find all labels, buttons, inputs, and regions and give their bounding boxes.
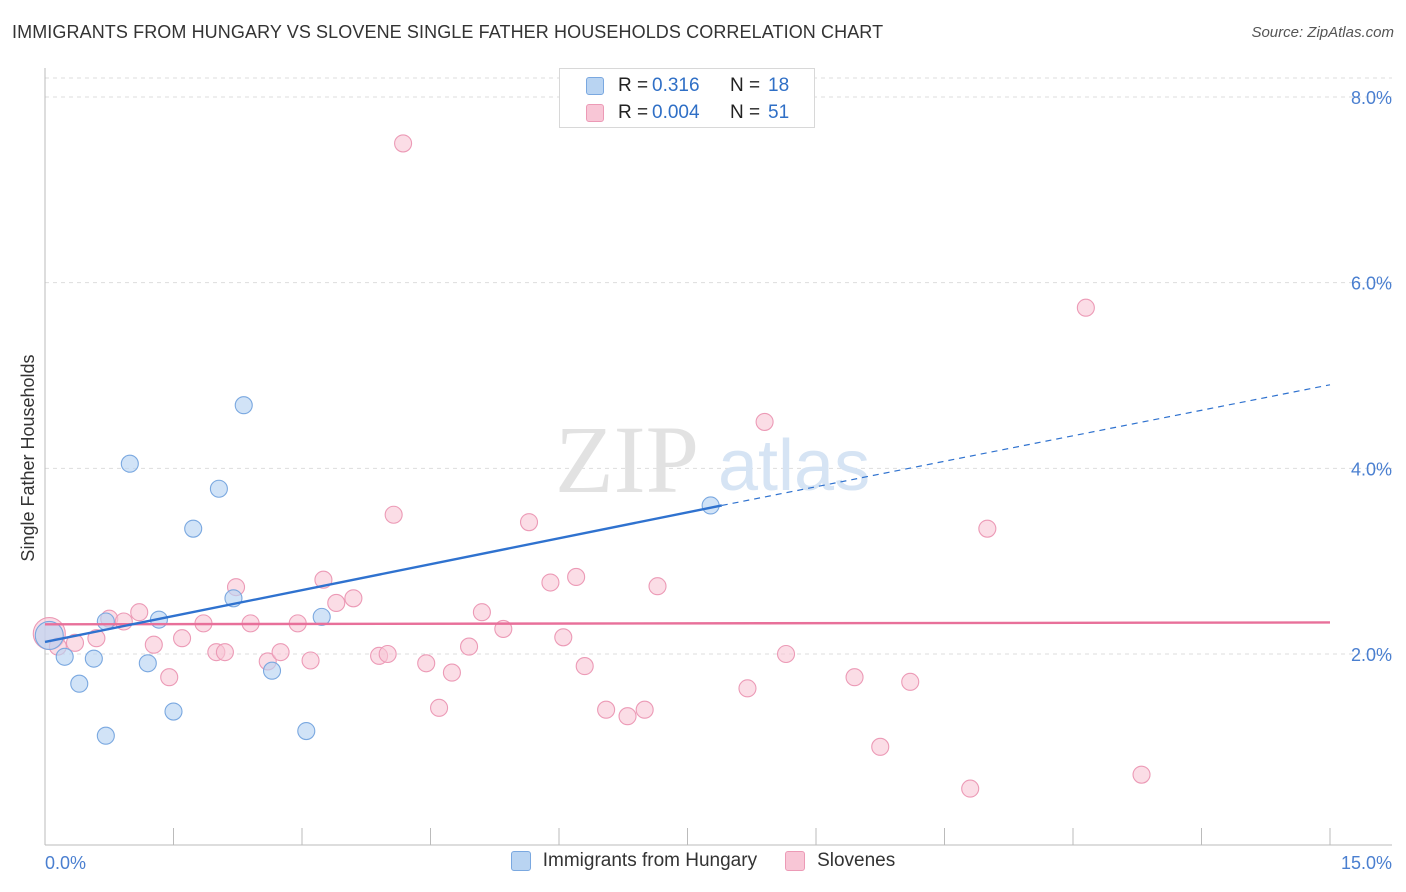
series-legend: Immigrants from Hungary Slovenes xyxy=(0,850,1406,872)
slovene-point xyxy=(394,134,413,153)
y-axis-title: Single Father Households xyxy=(18,354,38,561)
slovene-point xyxy=(541,573,560,592)
hungary-point xyxy=(312,607,331,626)
slovene-point xyxy=(567,567,586,586)
slovene-point xyxy=(173,629,192,648)
hungary-point xyxy=(34,620,64,650)
slovene-point xyxy=(635,700,654,719)
hungary-point xyxy=(209,479,228,498)
slovene-point xyxy=(845,668,864,687)
hungary-trend-line xyxy=(44,504,723,644)
hungary-point xyxy=(164,702,183,721)
axis-layer xyxy=(44,68,1392,846)
slovene-point xyxy=(1132,765,1151,784)
hungary-point xyxy=(262,661,282,680)
legend-item-hungary[interactable]: Immigrants from Hungary xyxy=(510,850,758,872)
slovene-point xyxy=(144,635,163,654)
slovene-point xyxy=(472,603,491,622)
slovene-point xyxy=(215,643,234,662)
slovene-point xyxy=(961,779,980,798)
trend-layer xyxy=(44,384,1331,644)
hungary-point xyxy=(234,396,253,415)
slovene-trend-line xyxy=(44,621,1331,626)
slovene-point xyxy=(597,700,616,719)
hungary-swatch xyxy=(586,77,604,95)
slovene-point xyxy=(130,603,149,622)
slovene-point xyxy=(871,737,890,756)
legend-item-slovenes[interactable]: Slovenes xyxy=(785,850,895,872)
slovene-point xyxy=(87,629,106,648)
slovene-point xyxy=(430,698,449,717)
slovene-point xyxy=(618,707,637,726)
stats-row-hungary: R = 0.316 N = 18 xyxy=(586,73,789,99)
slovene-swatch xyxy=(586,104,604,122)
hungary-point xyxy=(297,722,316,741)
labels-layer: 2.0% 4.0% 6.0% 8.0% 0.0% 15.0% Single Father H… xyxy=(18,88,1392,873)
hungary-point xyxy=(184,519,203,538)
grid-layer xyxy=(45,77,1392,655)
n-label: N = xyxy=(730,102,761,123)
slovene-swatch xyxy=(785,851,806,871)
hungary-point xyxy=(84,649,103,668)
r-label: R = xyxy=(618,102,649,123)
slovene-point xyxy=(160,668,179,687)
hungary-trend-extension xyxy=(721,384,1331,507)
y-tick-label: 6.0% xyxy=(1351,274,1392,294)
y-tick-label: 8.0% xyxy=(1351,88,1392,108)
r-value: 0.004 xyxy=(652,102,700,123)
x-tick-label: 0.0% xyxy=(45,853,86,873)
slovene-point xyxy=(459,637,479,656)
watermark: ZIP atlas xyxy=(555,406,870,513)
r-label: R = xyxy=(618,75,649,96)
slovene-point xyxy=(378,644,397,664)
stats-legend: R = 0.316 N = 18 R = 0.004 N = 51 xyxy=(559,68,815,128)
slovene-point xyxy=(738,679,757,698)
hungary-point xyxy=(70,674,89,693)
hungary-point xyxy=(96,726,115,745)
slovene-point xyxy=(344,589,363,608)
slovene-point xyxy=(65,633,85,652)
n-label: N = xyxy=(730,75,761,96)
slovene-point xyxy=(901,672,920,691)
slovene-point xyxy=(327,593,346,612)
chart-source: Source: ZipAtlas.com xyxy=(1251,24,1394,41)
hungary-point xyxy=(120,454,139,473)
legend-label: Immigrants from Hungary xyxy=(542,850,758,871)
y-tick-label: 4.0% xyxy=(1351,459,1392,479)
slovene-point xyxy=(978,519,997,538)
slovene-point xyxy=(776,644,796,664)
stats-row-slovenes: R = 0.004 N = 51 xyxy=(586,100,789,126)
slovene-point xyxy=(519,513,539,532)
slovene-point xyxy=(384,505,403,524)
r-value: 0.316 xyxy=(652,75,700,96)
slovene-point xyxy=(301,651,320,670)
x-tick-label: 15.0% xyxy=(1341,853,1392,873)
watermark-zip: ZIP xyxy=(555,406,699,513)
slovene-point xyxy=(1076,298,1095,317)
slovene-point xyxy=(755,412,774,431)
slovene-point xyxy=(648,577,667,596)
n-value: 18 xyxy=(768,75,790,96)
watermark-atlas: atlas xyxy=(718,426,870,506)
slovene-point xyxy=(417,654,436,673)
n-value: 51 xyxy=(768,102,790,123)
slovene-point xyxy=(271,643,290,662)
hungary-point xyxy=(55,647,74,666)
legend-label: Slovenes xyxy=(817,850,896,871)
chart-title: IMMIGRANTS FROM HUNGARY VS SLOVENE SINGL… xyxy=(12,22,884,42)
slovene-point xyxy=(442,663,461,682)
hungary-swatch xyxy=(510,851,531,871)
y-tick-label: 2.0% xyxy=(1351,645,1392,665)
slovene-point xyxy=(575,657,594,676)
hungary-point xyxy=(138,654,157,673)
slovene-point xyxy=(554,628,573,647)
